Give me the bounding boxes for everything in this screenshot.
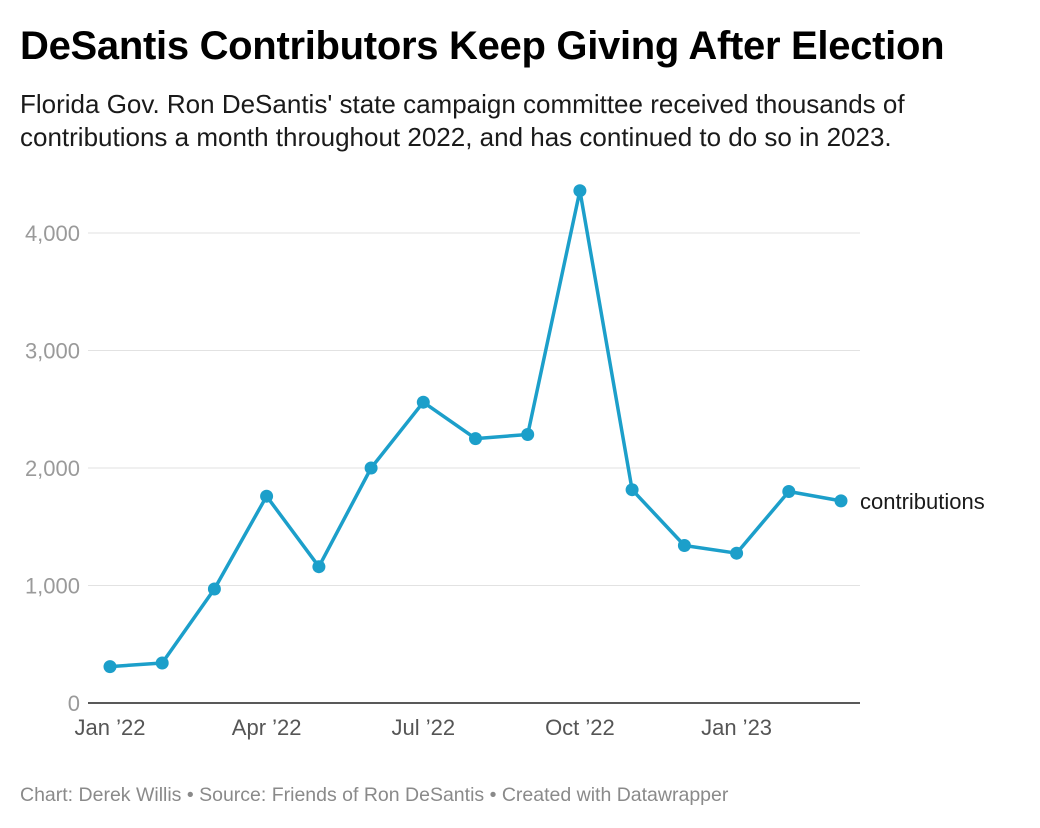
y-tick-label: 2,000 (25, 456, 80, 481)
x-tick-label: Jul ’22 (391, 715, 455, 740)
x-tick-label: Jan ’23 (701, 715, 772, 740)
series-points (103, 184, 848, 674)
gridlines (88, 232, 860, 704)
data-point (521, 428, 535, 441)
data-point (469, 432, 482, 446)
x-axis-ticks: Jan ’22 Apr ’22 Jul ’22 Oct ’22 Jan ’23 (75, 715, 773, 740)
chart-subtitle: Florida Gov. Ron DeSantis' state campaig… (20, 89, 905, 152)
data-point (364, 461, 378, 475)
data-point (677, 539, 691, 552)
y-axis-ticks: 0 1,000 2,000 3,000 4,000 (25, 221, 80, 716)
data-point (625, 483, 639, 497)
series-line (108, 188, 843, 669)
data-point (260, 489, 274, 503)
y-tick-label: 3,000 (25, 339, 80, 364)
x-tick-label: Oct ’22 (545, 715, 615, 740)
data-point (782, 485, 796, 498)
chart-title: DeSantis Contributors Keep Giving After … (20, 24, 945, 68)
data-point (155, 656, 169, 670)
chart-credit: Chart: Derek Willis • Source: Friends of… (20, 784, 729, 806)
data-point (573, 184, 587, 198)
y-tick-label: 4,000 (25, 221, 80, 246)
line-chart: 0 1,000 2,000 3,000 4,000 Jan ’22 Apr ’22 Jul … (25, 184, 985, 740)
data-point (730, 546, 744, 560)
series-label: contributions (860, 489, 985, 514)
data-point (834, 494, 848, 508)
y-tick-label: 1,000 (25, 574, 80, 599)
data-point (312, 560, 326, 574)
data-point (207, 582, 221, 596)
series-labels: contributions (860, 489, 985, 514)
x-tick-label: Apr ’22 (232, 715, 302, 740)
data-point (103, 660, 117, 674)
x-tick-label: Jan ’22 (75, 715, 146, 740)
series-lines (108, 188, 843, 669)
data-point (416, 395, 430, 409)
y-tick-label: 0 (68, 691, 80, 716)
